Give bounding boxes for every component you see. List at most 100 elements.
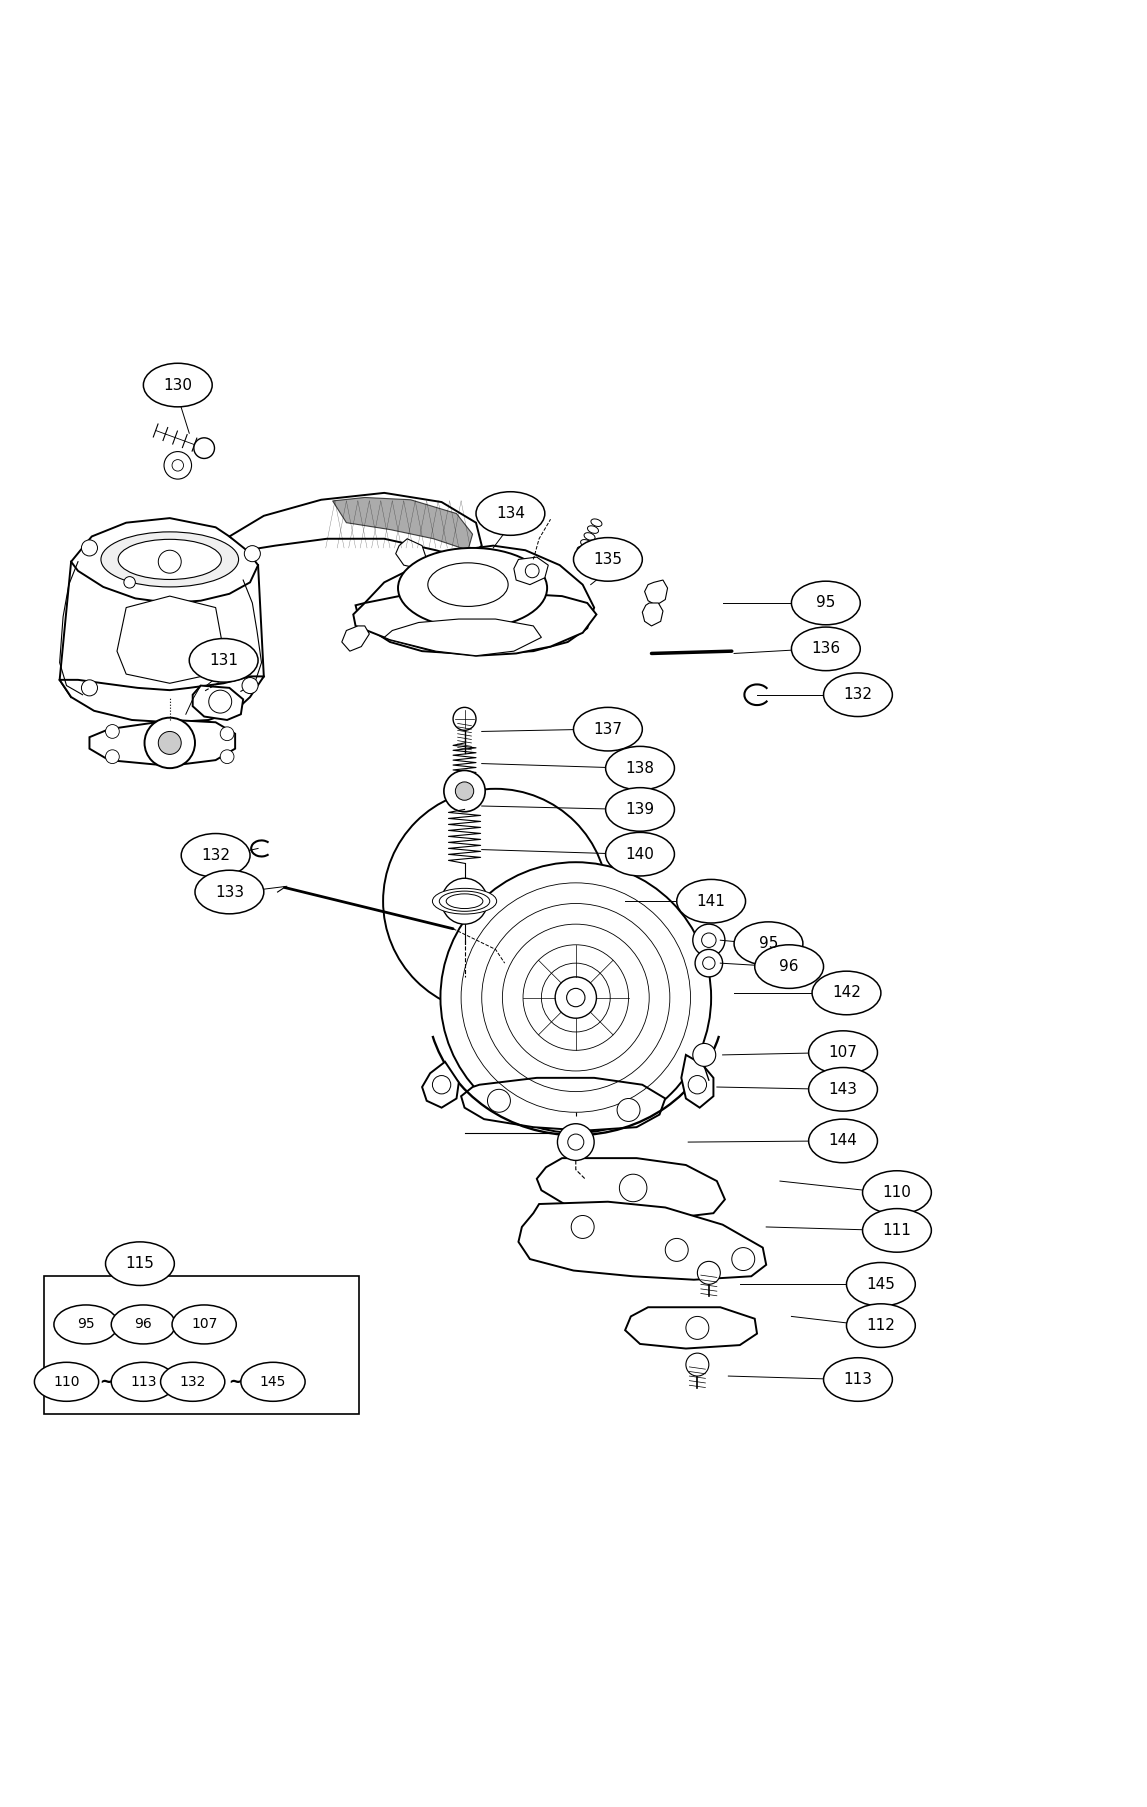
Polygon shape [461,1077,665,1131]
Polygon shape [333,497,473,549]
Circle shape [567,988,585,1006]
Circle shape [697,1261,720,1285]
Text: 130: 130 [163,378,193,392]
Polygon shape [353,595,596,656]
Circle shape [455,782,474,801]
Text: 132: 132 [843,687,873,703]
Ellipse shape [439,891,490,911]
Ellipse shape [791,627,860,670]
Text: 139: 139 [625,802,655,817]
Circle shape [695,949,723,978]
Circle shape [693,923,725,956]
Polygon shape [514,557,548,585]
Circle shape [557,1124,594,1160]
Ellipse shape [398,548,547,629]
Text: 96: 96 [779,960,799,974]
Ellipse shape [863,1171,931,1214]
Circle shape [555,978,596,1017]
Text: 135: 135 [593,551,623,567]
Polygon shape [193,685,243,719]
Ellipse shape [446,894,483,909]
Text: 95: 95 [817,596,835,611]
Ellipse shape [734,922,803,965]
Ellipse shape [574,538,642,582]
Circle shape [665,1238,688,1261]
Text: 95: 95 [759,936,778,950]
Polygon shape [422,1063,459,1108]
Ellipse shape [606,746,674,790]
Ellipse shape [111,1362,175,1400]
Circle shape [81,540,97,557]
Ellipse shape [143,363,212,407]
Ellipse shape [809,1068,877,1111]
Circle shape [242,678,258,694]
Polygon shape [60,676,264,723]
Ellipse shape [476,492,545,535]
Ellipse shape [809,1119,877,1162]
Circle shape [487,1090,510,1113]
Circle shape [686,1353,709,1377]
Polygon shape [384,620,541,656]
Text: 115: 115 [125,1256,155,1270]
Text: 134: 134 [496,506,525,520]
Text: 132: 132 [201,847,231,862]
Text: 107: 107 [828,1044,858,1061]
Ellipse shape [241,1362,305,1400]
Circle shape [106,750,119,764]
Ellipse shape [34,1362,99,1400]
Ellipse shape [863,1209,931,1252]
Ellipse shape [181,833,250,876]
Ellipse shape [428,562,508,607]
Circle shape [571,1216,594,1238]
Text: 136: 136 [811,641,841,656]
Circle shape [194,437,214,459]
Circle shape [81,679,97,696]
Ellipse shape [824,1357,892,1400]
Circle shape [106,725,119,739]
Polygon shape [537,1158,725,1220]
Text: 137: 137 [593,721,623,737]
Ellipse shape [755,945,824,988]
Circle shape [617,1099,640,1122]
Circle shape [525,564,539,578]
Circle shape [702,932,716,947]
Ellipse shape [161,1362,225,1400]
Ellipse shape [118,538,221,580]
Text: 113: 113 [130,1375,157,1390]
Text: 107: 107 [192,1317,217,1332]
Circle shape [442,878,487,923]
Circle shape [124,576,135,587]
Text: 95: 95 [77,1317,95,1332]
Circle shape [158,732,181,754]
Circle shape [693,1043,716,1066]
Polygon shape [89,719,235,766]
Text: 132: 132 [180,1375,205,1390]
Ellipse shape [101,531,239,587]
Text: 111: 111 [882,1223,912,1238]
Ellipse shape [432,889,497,914]
Circle shape [453,707,476,730]
Ellipse shape [606,833,674,876]
Ellipse shape [54,1305,118,1344]
Circle shape [688,1075,707,1093]
Text: 96: 96 [134,1317,153,1332]
Ellipse shape [172,1305,236,1344]
Ellipse shape [809,1030,877,1075]
Polygon shape [642,604,663,625]
Circle shape [145,717,195,768]
Circle shape [440,862,711,1133]
Circle shape [158,549,181,573]
Circle shape [686,1317,709,1339]
Text: 141: 141 [696,894,726,909]
Text: 140: 140 [625,847,655,862]
Ellipse shape [606,788,674,831]
Ellipse shape [846,1305,915,1348]
Bar [44,1276,359,1413]
Circle shape [383,790,608,1014]
Text: 145: 145 [866,1278,896,1292]
Ellipse shape [106,1241,174,1285]
Circle shape [164,452,192,479]
Text: 144: 144 [828,1133,858,1149]
Circle shape [703,958,715,969]
Text: 110: 110 [882,1185,912,1200]
